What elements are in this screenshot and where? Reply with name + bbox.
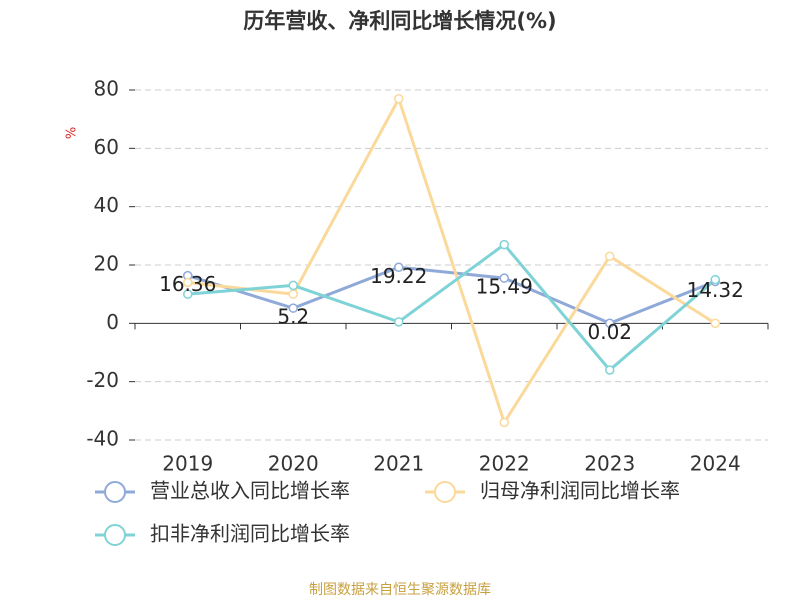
data-point xyxy=(183,277,193,288)
data-label: 16.36 xyxy=(159,272,216,296)
series-line xyxy=(187,242,717,373)
data-point xyxy=(710,274,720,285)
x-tick-label: 2021 xyxy=(373,452,424,476)
data-point xyxy=(288,280,298,291)
data-point xyxy=(605,365,615,375)
data-point xyxy=(605,251,615,261)
x-tick-label: 2023 xyxy=(584,452,635,476)
y-tick-label: 80 xyxy=(94,77,119,101)
y-tick-label: -40 xyxy=(86,427,119,451)
data-point xyxy=(499,273,509,283)
data-point xyxy=(499,417,509,428)
series-line xyxy=(187,94,717,426)
chart-title: 历年营收、净利同比增长情况(%) xyxy=(243,9,556,33)
y-tick-label: 40 xyxy=(94,193,119,217)
data-point xyxy=(288,289,298,299)
data-label: 0.02 xyxy=(587,320,632,344)
y-axis-label: % xyxy=(65,127,80,139)
legend-swatch-marker xyxy=(104,481,126,503)
data-point xyxy=(394,262,404,273)
data-label: 5.2 xyxy=(277,305,309,329)
y-tick-label: 20 xyxy=(94,252,119,276)
x-tick-label: 2020 xyxy=(268,452,319,476)
data-label: 14.32 xyxy=(687,278,744,302)
data-point xyxy=(710,318,720,329)
legend-label: 扣非净利润同比增长率 xyxy=(150,522,350,546)
y-tick-label: -20 xyxy=(86,368,119,392)
legend-label: 归母净利润同比增长率 xyxy=(480,479,680,503)
data-point xyxy=(394,94,404,104)
y-tick-label: 0 xyxy=(106,310,119,334)
y-tick-label: 60 xyxy=(94,135,119,159)
data-point xyxy=(394,317,404,327)
series-line xyxy=(187,265,716,325)
data-label: 19.22 xyxy=(370,264,427,288)
data-point xyxy=(183,289,193,299)
x-tick-label: 2019 xyxy=(162,452,213,476)
legend-swatch-marker xyxy=(104,524,126,546)
data-point xyxy=(499,239,509,250)
data-point xyxy=(605,318,615,329)
legend-swatch-marker xyxy=(434,481,456,503)
source-note: 制图数据来自恒生聚源数据库 xyxy=(309,582,491,598)
data-point xyxy=(288,303,298,313)
data-label: 15.49 xyxy=(476,275,533,299)
x-tick-label: 2022 xyxy=(479,452,530,476)
x-tick-label: 2024 xyxy=(690,452,741,476)
legend-label: 营业总收入同比增长率 xyxy=(150,479,350,503)
